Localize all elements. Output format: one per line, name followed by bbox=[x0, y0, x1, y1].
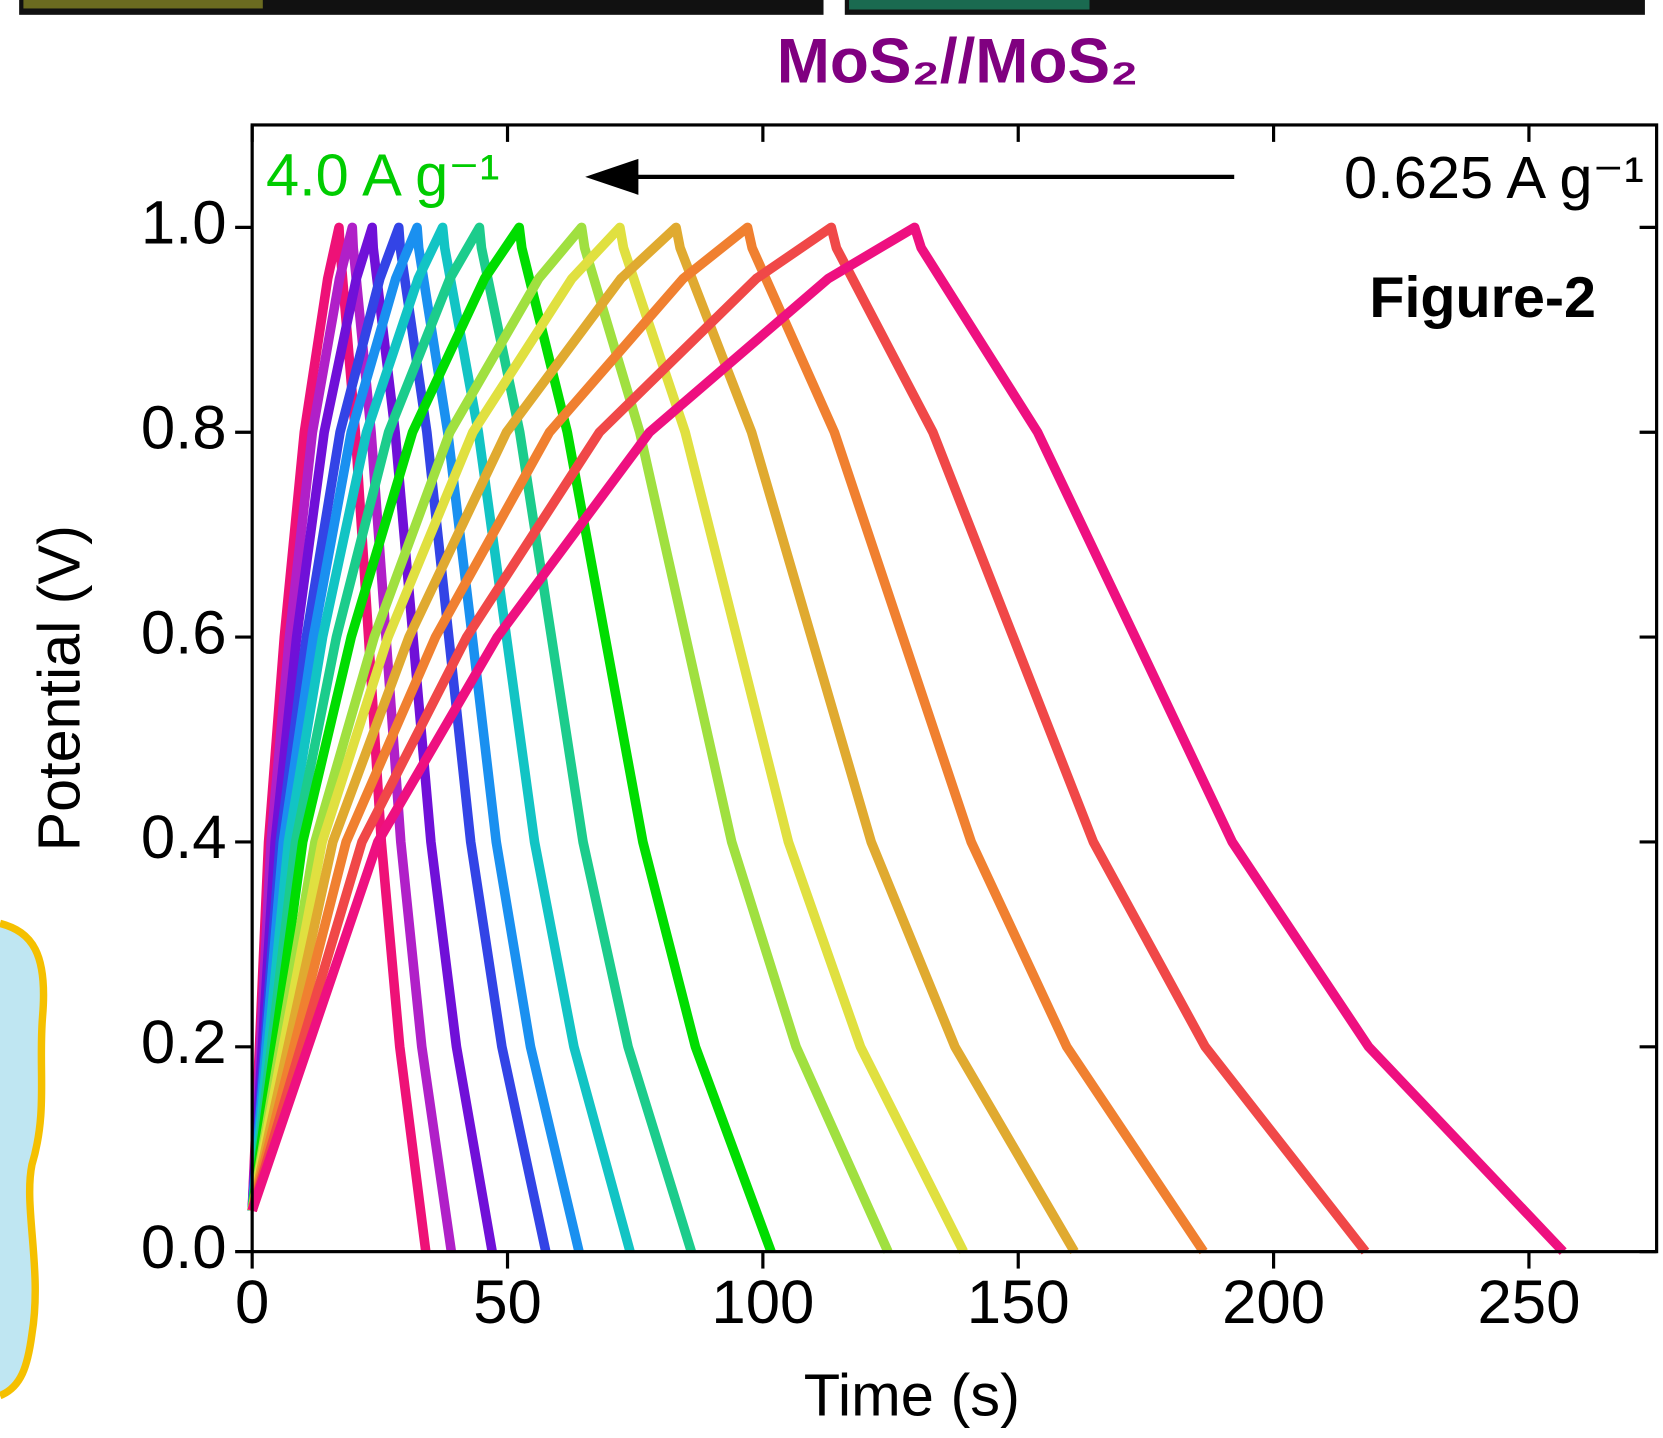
series-line bbox=[247, 222, 551, 1253]
y-tick-label: 0.6 bbox=[141, 598, 227, 667]
y-tick-label: 0.4 bbox=[141, 803, 227, 872]
y-tick-label: 0.8 bbox=[141, 394, 227, 463]
plot-frame bbox=[250, 123, 1659, 1254]
top-image-left-band bbox=[23, 0, 263, 9]
series-line bbox=[247, 222, 1370, 1255]
annotation-current-low: 0.625 A g⁻¹ bbox=[1344, 144, 1644, 211]
annotation-current-high: 4.0 A g⁻¹ bbox=[266, 142, 500, 209]
series-line bbox=[247, 222, 584, 1253]
series-line bbox=[247, 222, 457, 1253]
series-line bbox=[247, 222, 497, 1253]
series-line bbox=[247, 222, 776, 1254]
plot-area bbox=[247, 222, 1567, 1255]
x-tick-label: 200 bbox=[1222, 1268, 1325, 1337]
x-tick-label: 150 bbox=[967, 1268, 1070, 1337]
x-tick-label: 0 bbox=[235, 1268, 269, 1337]
side-illustration bbox=[0, 919, 48, 1400]
arrow-head bbox=[585, 158, 639, 195]
x-tick-label: 250 bbox=[1477, 1268, 1580, 1337]
y-axis-label: Potential (V) bbox=[25, 525, 92, 851]
series-line bbox=[247, 222, 1079, 1255]
y-tick-label: 0.0 bbox=[141, 1213, 227, 1282]
series-line bbox=[247, 222, 893, 1254]
y-tick-label: 0.2 bbox=[141, 1008, 227, 1077]
x-tick-label: 100 bbox=[711, 1268, 814, 1337]
y-tick-label: 1.0 bbox=[141, 189, 227, 258]
chart-title: MoS₂//MoS₂ bbox=[777, 26, 1139, 97]
series-line bbox=[247, 222, 1567, 1255]
top-image-right-band bbox=[849, 0, 1090, 10]
x-tick-label: 50 bbox=[473, 1268, 542, 1337]
series-line bbox=[247, 222, 968, 1254]
series-line bbox=[247, 222, 1208, 1255]
figure-label: Figure-2 bbox=[1369, 266, 1596, 330]
series-line bbox=[247, 222, 635, 1253]
x-axis-label: Time (s) bbox=[804, 1362, 1020, 1429]
series-line bbox=[247, 222, 696, 1254]
